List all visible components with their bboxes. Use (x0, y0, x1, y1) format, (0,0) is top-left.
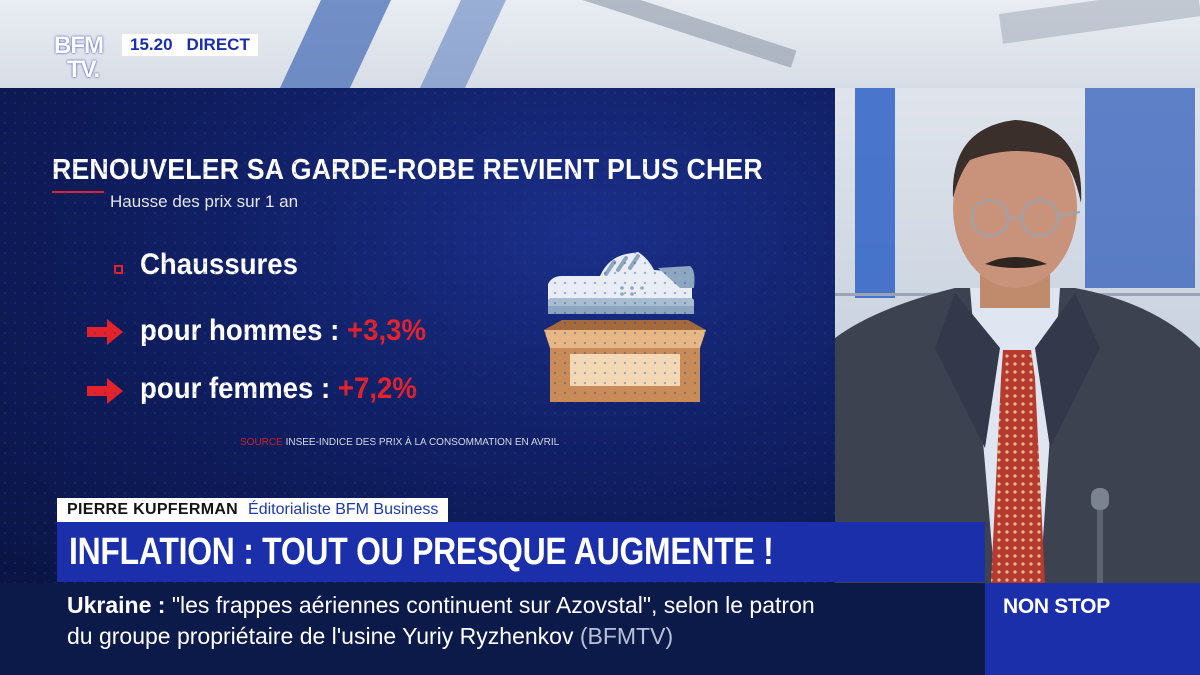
nonstop-label: NON STOP (1003, 595, 1110, 618)
guest-name: PIERRE KUPFERMAN (67, 501, 239, 518)
title-underline (52, 191, 104, 193)
price-item-label: pour hommes : (140, 314, 340, 347)
logo-line2: TV. (67, 56, 100, 83)
infographic-title: RENOUVELER SA GARDE-ROBE REVIENT PLUS CH… (52, 154, 763, 186)
source-label: SOURCE (240, 437, 283, 448)
infographic-subtitle: Hausse des prix sur 1 an (110, 192, 299, 211)
ticker-line-1: Ukraine : "les frappes aériennes continu… (67, 592, 815, 619)
presenter-illustration (835, 120, 1200, 583)
news-ticker: Ukraine : "les frappes aériennes continu… (0, 583, 985, 675)
headline-strap: INFLATION : TOUT OU PRESQUE AUGMENTE ! (57, 522, 985, 582)
price-item-women: pour femmes : +7,2% (140, 372, 417, 406)
ticker-separator: : (157, 592, 166, 618)
guest-role: Éditorialiste BFM Business (248, 501, 439, 518)
ticker-text-2: du groupe propriétaire de l'usine Yuriy … (67, 623, 574, 649)
source-text: INSEE-INDICE DES PRIX À LA CONSOMMATION … (285, 437, 560, 448)
arrow-right-icon (87, 319, 123, 345)
logo-line1: BFM (54, 32, 104, 59)
price-item-label: pour femmes : (140, 372, 331, 405)
broadcast-time: 15.20 (130, 35, 173, 54)
price-item-value: +3,3% (347, 314, 427, 347)
live-tag: 15.20 DIRECT (122, 34, 258, 56)
ticker-source: (BFMTV) (579, 623, 674, 649)
sneaker-icon (548, 252, 695, 314)
price-item-value: +7,2% (337, 372, 417, 405)
price-item-men: pour hommes : +3,3% (140, 314, 426, 348)
ticker-topic: Ukraine (67, 592, 152, 618)
arrow-right-icon (87, 378, 123, 404)
category-label: Chaussures (140, 248, 299, 281)
guest-name-strap: PIERRE KUPFERMAN Éditorialiste BFM Busin… (57, 498, 449, 522)
bullet-square-icon (114, 265, 123, 274)
ticker-text-1: "les frappes aériennes continuent sur Az… (171, 592, 815, 618)
open-box-icon (544, 320, 706, 402)
presenter-studio (835, 88, 1200, 583)
nonstop-badge: NON STOP (985, 583, 1200, 675)
bfmtv-logo: BFM TV. (54, 32, 116, 84)
ticker-line-2: du groupe propriétaire de l'usine Yuriy … (67, 623, 673, 650)
source-credit: SOURCE INSEE-INDICE DES PRIX À LA CONSOM… (240, 437, 559, 448)
shoe-box-illustration (544, 252, 706, 402)
live-label: DIRECT (186, 35, 250, 54)
headline-text: INFLATION : TOUT OU PRESQUE AUGMENTE ! (69, 530, 774, 573)
